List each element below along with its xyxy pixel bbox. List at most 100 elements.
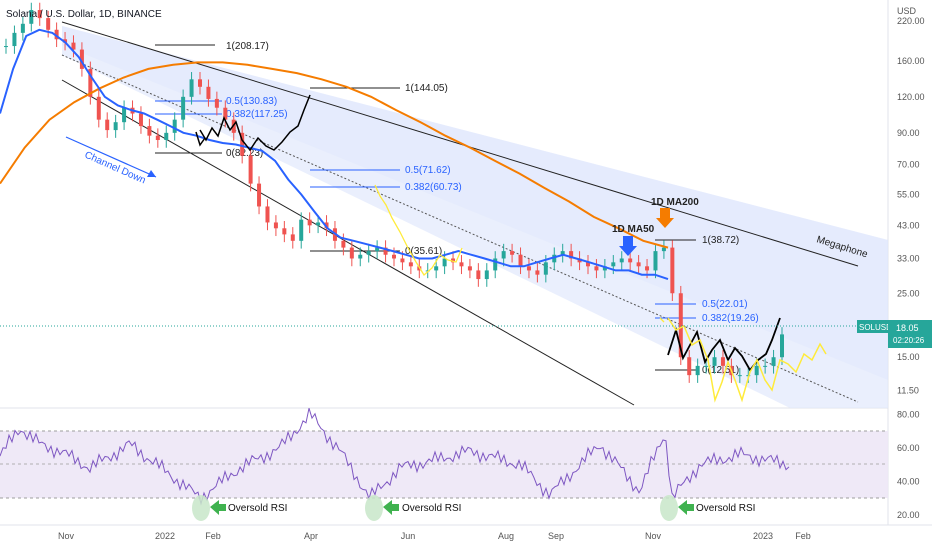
- candle-body: [181, 96, 186, 120]
- price-badge-value: 18.05: [896, 323, 919, 333]
- candle-body: [96, 96, 101, 120]
- candle-body: [442, 258, 447, 267]
- oversold-marker-3[interactable]: Oversold RSI: [660, 495, 755, 521]
- channel-down-arrowhead: [147, 170, 156, 177]
- oversold-circle-3: [660, 495, 678, 521]
- candle-body: [484, 270, 489, 280]
- price-tick-label: 55.00: [897, 190, 920, 200]
- price-tick-label: 25.00: [897, 288, 920, 298]
- oversold-arrow-icon-1: [210, 500, 226, 515]
- candle-body: [257, 183, 262, 207]
- price-tick-label: 220.00: [897, 16, 925, 26]
- fib-group-3[interactable]: 1(38.72) 0.5(22.01) 0.382(19.26) 0(12.51…: [655, 235, 759, 376]
- candle-body: [754, 365, 759, 376]
- candle-body: [670, 247, 675, 294]
- price-tick-label: 43.00: [897, 220, 920, 230]
- candle-body: [695, 365, 700, 376]
- price-tick-label: 33.00: [897, 253, 920, 263]
- oversold-arrow-icon-2: [383, 500, 399, 515]
- candle-body: [273, 222, 278, 229]
- candle-body: [37, 10, 42, 19]
- candle-body: [594, 266, 599, 271]
- candle-body: [46, 18, 51, 30]
- projection-yellow-1-line[interactable]: [374, 184, 463, 276]
- candle-body: [602, 266, 607, 271]
- projection-black-1-line[interactable]: [199, 94, 311, 152]
- candle-body: [526, 266, 531, 271]
- candle-body: [214, 98, 219, 108]
- oversold-label-2: Oversold RSI: [402, 503, 461, 514]
- rsi-tick-label: 20.00: [897, 510, 920, 520]
- candle-body: [223, 107, 228, 120]
- candle-body: [392, 254, 396, 259]
- time-tick-label: 2022: [155, 531, 175, 541]
- candle-body: [510, 251, 515, 255]
- symbol-title: Solana / U.S. Dollar, 1D, BINANCE: [6, 9, 162, 20]
- time-tick-label: Feb: [205, 531, 221, 541]
- rsi-pane[interactable]: [0, 408, 888, 506]
- candle-body: [206, 86, 211, 99]
- currency-label: USD: [897, 6, 917, 16]
- oversold-label-3: Oversold RSI: [696, 503, 755, 514]
- candle-body: [771, 357, 776, 366]
- candle-body: [79, 49, 84, 69]
- rsi-line[interactable]: [0, 408, 790, 506]
- ma50-annotation[interactable]: 1D MA50: [612, 224, 655, 256]
- time-tick-label: Nov: [645, 531, 662, 541]
- projection-black-2-line[interactable]: [195, 131, 206, 147]
- fib-1-bottom-label: 0(82.23): [226, 148, 263, 159]
- price-badge-countdown: 02:20:26: [893, 336, 925, 345]
- price-badge[interactable]: SOLUSD 18.05 02:20:26: [857, 320, 932, 348]
- candle-body: [282, 228, 287, 235]
- price-tick-label: 160.00: [897, 56, 925, 66]
- candle-body: [290, 234, 295, 241]
- time-tick-label: Apr: [304, 531, 318, 541]
- fib-3-mid2-label: 0.382(19.26): [702, 313, 759, 324]
- candle-body: [164, 132, 169, 141]
- candle-body: [63, 39, 68, 43]
- candle-body: [569, 251, 574, 259]
- channel-inner-fill: [62, 26, 888, 380]
- oversold-marker-1[interactable]: Oversold RSI: [192, 495, 287, 521]
- candle-body: [54, 29, 59, 40]
- candle-body: [172, 119, 177, 133]
- oversold-circle-1: [192, 495, 210, 521]
- time-tick-label: Aug: [498, 531, 514, 541]
- candle-body: [248, 155, 253, 184]
- ma200-line[interactable]: [0, 61, 669, 249]
- candle-body: [628, 258, 633, 263]
- channel-mid-line[interactable]: [61, 54, 859, 403]
- candle-body: [20, 23, 25, 33]
- candle-body: [493, 258, 498, 271]
- candle-body: [29, 10, 34, 24]
- candle-body: [619, 258, 624, 263]
- price-tick-label: 70.00: [897, 159, 920, 169]
- candle-body: [552, 254, 557, 263]
- ma50-line[interactable]: [0, 28, 669, 281]
- candle-body: [611, 262, 616, 267]
- projection-black-line[interactable]: [667, 317, 781, 372]
- projection-yellow-line[interactable]: [667, 317, 827, 403]
- ma50-down-arrow-icon: [619, 236, 637, 256]
- candle-body: [501, 251, 506, 259]
- ma50-annotation-label: 1D MA50: [612, 224, 655, 235]
- candle-body: [4, 46, 8, 48]
- rsi-tick-label: 60.00: [897, 443, 920, 453]
- time-tick-label: Feb: [795, 531, 811, 541]
- price-scale[interactable]: [888, 0, 932, 550]
- ma200-annotation[interactable]: 1D MA200: [651, 197, 699, 228]
- oversold-marker-2[interactable]: Oversold RSI: [365, 495, 461, 521]
- projection-yellow-2-line[interactable]: [659, 317, 665, 323]
- fib-1-top-label: 1(208.17): [226, 41, 269, 52]
- candle-body: [307, 219, 312, 226]
- candle-body: [645, 266, 650, 271]
- fib-2-mid1-label: 0.5(71.62): [405, 165, 451, 176]
- candle-body: [720, 357, 725, 366]
- candle-body: [434, 266, 439, 271]
- candle-body: [712, 357, 717, 366]
- fib-group-1[interactable]: 1(208.17) 0.5(130.83) 0.382(117.25) 0(82…: [155, 41, 288, 159]
- candle-body: [459, 262, 464, 267]
- candle-body: [661, 247, 666, 252]
- candle-body: [240, 132, 245, 156]
